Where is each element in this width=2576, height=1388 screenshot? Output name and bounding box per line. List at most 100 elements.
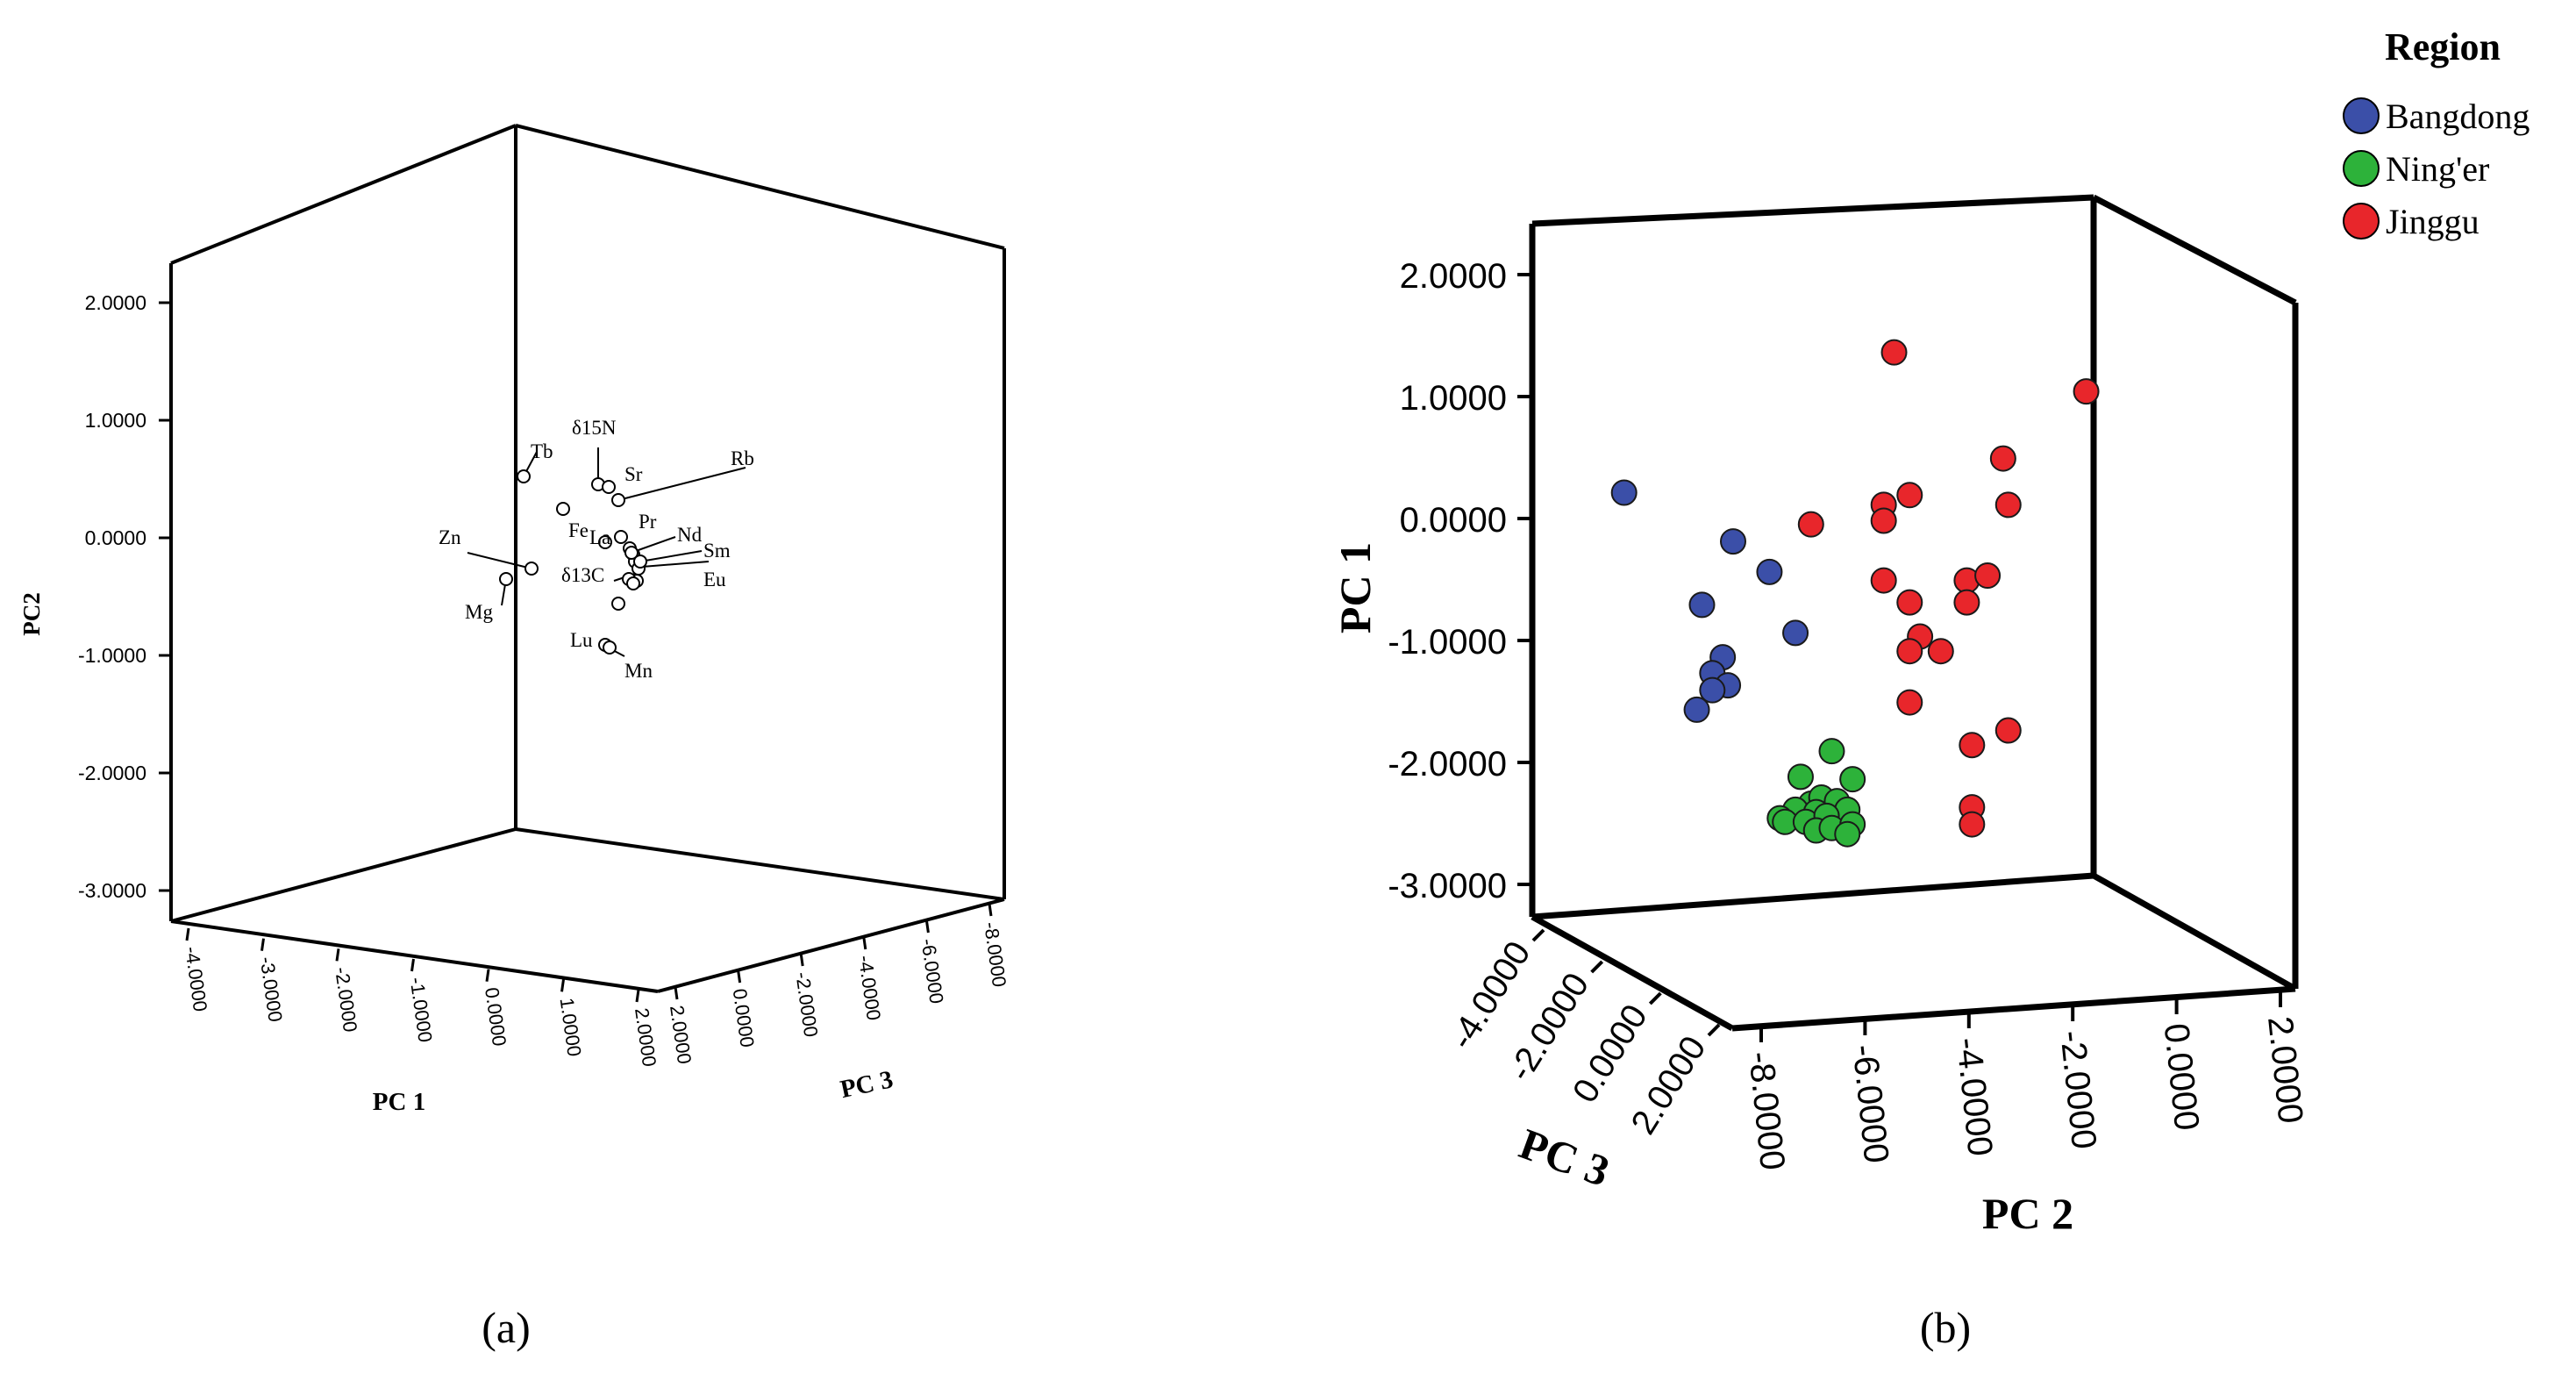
a-pc3-tick-mark <box>799 953 804 967</box>
b-pc2-tick-label: -2.0000 <box>2052 1028 2103 1151</box>
a-pc3-tick-label: -4.0000 <box>854 954 885 1021</box>
a-pc1-tick-label: 0.0000 <box>481 986 510 1048</box>
b-pc3-tick-mark <box>1707 1023 1721 1037</box>
b-pc2-tick-label: 0.0000 <box>2157 1021 2207 1132</box>
panel-b-box <box>1529 194 2299 1032</box>
a-pc1-tick-mark <box>260 938 265 951</box>
legend-title: Region <box>2385 25 2501 68</box>
legend: Region Bangdong Ning'er Jinggu <box>2343 25 2530 241</box>
a-pc3-tick-label: -8.0000 <box>980 920 1010 988</box>
b-point-jinggu <box>1896 589 1923 616</box>
b-point-bangdong <box>1688 591 1716 619</box>
b-point-bangdong <box>1610 479 1638 506</box>
a-pc1-tick-label: -3.0000 <box>256 955 287 1023</box>
b-pc1-tick-label: -1.0000 <box>1388 623 1507 662</box>
a-pc1-tick-label: -1.0000 <box>406 976 437 1043</box>
label-rb: Rb <box>731 447 754 469</box>
a-pc2-tick-label: -2.0000 <box>78 762 146 784</box>
panel-b-pc2-ticks: -8.0000 -6.0000 -4.0000 -2.0000 0.0000 2.0000 <box>1741 991 2310 1172</box>
panel-b-points <box>1610 339 2100 848</box>
a-pc2-tick-label: -1.0000 <box>78 644 146 667</box>
b-point-jinggu <box>1994 491 2022 519</box>
legend-swatch-bangdong <box>2343 97 2380 134</box>
a-loading-point <box>556 502 570 516</box>
a-pc3-tick-mark <box>862 936 867 950</box>
panel-b-pc1-ticks: 2.0000 1.0000 0.0000 -1.0000 -2.0000 -3.0000 <box>1388 257 1532 905</box>
label-d13c: δ13C <box>561 564 604 586</box>
b-pc1-tick-label: 0.0000 <box>1400 501 1507 540</box>
label-mg: Mg <box>465 601 493 623</box>
a-pc3-tick-label: -6.0000 <box>917 937 947 1005</box>
b-point-jinggu <box>1797 511 1824 538</box>
panel-a-points <box>499 469 647 655</box>
a-loading-point <box>499 572 513 586</box>
b-point-jinggu <box>1870 507 1897 534</box>
label-nd: Nd <box>677 524 703 546</box>
label-eu: Eu <box>703 569 726 590</box>
b-point-jinggu <box>1870 567 1897 594</box>
legend-label-ninger: Ning'er <box>2386 149 2489 189</box>
b-pc2-tick-label: 2.0000 <box>2260 1014 2310 1125</box>
legend-label-bangdong: Bangdong <box>2386 97 2530 136</box>
a-loading-point <box>611 493 625 507</box>
panel-a-pc3-ticks: 2.0000 0.0000 -2.0000 -4.0000 -6.0000 -8.0000 <box>666 903 1010 1065</box>
a-pc3-tick-mark <box>737 969 742 984</box>
b-point-bangdong <box>1756 558 1783 585</box>
b-point-jinggu <box>1927 638 1954 665</box>
a-pc2-tick-label: 2.0000 <box>85 291 146 314</box>
b-point-bangdong <box>1720 528 1746 555</box>
b-point-bangdong <box>1699 676 1726 704</box>
b-pc1-tick-label: 2.0000 <box>1400 257 1507 296</box>
panel-b-score-plot: 2.00001.00000.0000-1.0000-2.0000-3.0000 … <box>1331 25 2530 1352</box>
label-lu: Lu <box>570 629 593 651</box>
panel-a-pc1-ticks: -4.0000 -3.0000 -2.0000 -1.0000 0.0000 1.0000… <box>181 927 660 1068</box>
panel-a-pc3-axis-label: PC 3 <box>838 1065 896 1104</box>
b-point-jinggu <box>1896 689 1923 716</box>
panel-b-pc3-axis-label: PC 3 <box>1513 1119 1616 1196</box>
b-point-jinggu <box>1896 482 1923 509</box>
a-pc3-tick-mark <box>988 903 993 917</box>
b-point-ninger <box>1839 766 1866 793</box>
a-loading-point <box>624 546 639 560</box>
legend-swatch-ninger <box>2343 150 2380 187</box>
b-point-jinggu <box>1880 339 1908 366</box>
panel-b-caption: (b) <box>1920 1303 1971 1352</box>
a-pc1-tick-mark <box>485 969 490 982</box>
a-pc1-tick-label: -2.0000 <box>331 966 361 1034</box>
label-zn: Zn <box>439 526 461 548</box>
a-pc1-tick-mark <box>335 948 340 962</box>
legend-label-jinggu: Jinggu <box>2386 202 2480 241</box>
b-pc1-tick-label: -2.0000 <box>1388 745 1507 783</box>
a-pc1-tick-mark <box>185 927 190 941</box>
b-pc2-tick-label: -8.0000 <box>1741 1049 1792 1172</box>
panel-a-pc2-ticks: 2.0000 1.0000 0.0000 -1.0000 -2.0000 -3.0000 <box>78 291 171 902</box>
label-mn: Mn <box>624 660 653 682</box>
panel-a-pc2-axis-label: PC2 <box>18 592 45 636</box>
a-loading-point <box>598 535 612 549</box>
a-loading-point <box>614 530 628 544</box>
label-fe: Fe <box>568 519 589 541</box>
a-pc1-tick-label: 2.0000 <box>631 1006 660 1068</box>
b-pc3-tick-mark <box>1590 960 1604 974</box>
b-point-jinggu <box>1959 811 1986 838</box>
b-point-jinggu <box>1959 732 1986 759</box>
b-point-bangdong <box>1683 696 1710 723</box>
a-pc2-tick-label: 1.0000 <box>85 409 146 432</box>
panel-a-variable-labels: Tb δ15N Sr Rb Fe La Pr Nd Sm Eu δ13C Zn … <box>439 417 754 682</box>
b-point-ninger <box>1787 763 1814 791</box>
panel-b-pc1-axis-label: PC 1 <box>1331 542 1380 633</box>
b-point-jinggu <box>2073 378 2100 405</box>
b-point-jinggu <box>1974 562 2002 590</box>
b-pc1-tick-label: -3.0000 <box>1388 867 1507 905</box>
panel-a-loading-plot: 2.00001.00000.0000-1.0000-2.0000-3.0000 … <box>18 124 1010 1352</box>
legend-entry-ninger: Ning'er <box>2343 149 2489 189</box>
a-pc3-tick-label: -2.0000 <box>791 970 822 1038</box>
legend-entry-bangdong: Bangdong <box>2343 97 2530 136</box>
a-loading-point <box>603 640 617 655</box>
panel-a-box <box>169 124 1006 993</box>
label-sm: Sm <box>703 540 731 562</box>
panel-b-pc2-axis-label: PC 2 <box>1982 1189 2073 1238</box>
b-pc1-tick-label: 1.0000 <box>1400 379 1507 418</box>
label-pr: Pr <box>639 511 657 533</box>
